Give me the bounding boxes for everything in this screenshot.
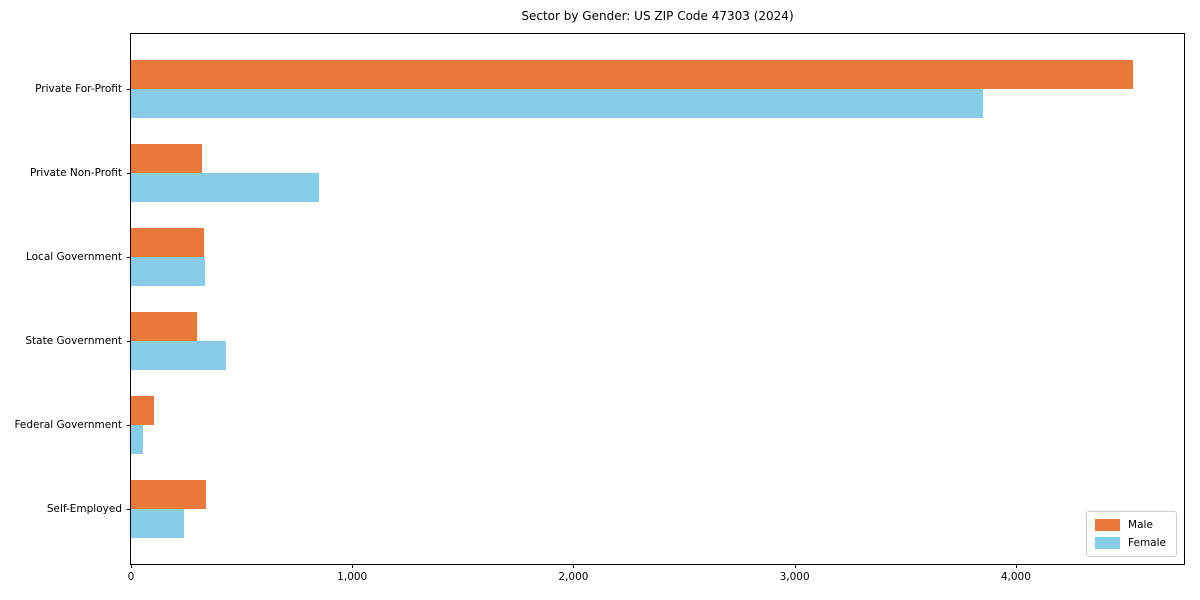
y-tick-mark (127, 173, 131, 174)
x-tick-label: 2,000 (558, 571, 589, 583)
y-axis-label: Private Non-Profit (29, 167, 122, 179)
legend-swatch-female (1095, 537, 1121, 549)
legend-label: Female (1128, 537, 1166, 549)
y-tick-mark (127, 425, 131, 426)
legend-item-female: Female (1095, 537, 1166, 549)
bar-female (131, 341, 227, 370)
y-axis-label: Private For-Profit (35, 83, 122, 95)
x-tick-mark (352, 564, 354, 568)
plot-area: Private For-Profit Private Non-Profit Loca… (14, 33, 1185, 583)
y-axis-label: Local Government (25, 251, 122, 263)
bar-female (131, 509, 185, 538)
category-row: Private Non-Profit (30, 131, 1184, 215)
bar-male (131, 144, 202, 173)
x-tick-label: 0 (127, 571, 135, 583)
x-tick-mark (573, 564, 575, 568)
category-row: Local Government (26, 215, 1184, 299)
legend-swatch-male (1095, 519, 1121, 531)
bar-male (131, 312, 198, 341)
legend: Male Female (1086, 511, 1177, 557)
y-tick-mark (127, 89, 131, 90)
x-tick-mark (1015, 564, 1017, 568)
bar-female (131, 257, 206, 286)
bar-female (131, 173, 320, 202)
category-row: State Government (25, 299, 1184, 383)
x-tick-label: 3,000 (779, 571, 810, 583)
bar-rows: Private For-Profit Private Non-Profit Loca… (14, 34, 1184, 564)
legend-label: Male (1128, 519, 1153, 531)
x-tick-mark (794, 564, 796, 568)
y-tick-mark (127, 509, 131, 510)
bar-female (131, 425, 144, 454)
bar-female (131, 89, 983, 118)
y-axis-label: Federal Government (14, 419, 122, 431)
y-axis-label: Self-Employed (46, 503, 122, 515)
x-tick-label: 1,000 (337, 571, 368, 583)
y-axis-label: State Government (25, 335, 122, 347)
category-row: Private For-Profit (35, 47, 1184, 131)
x-tick-label: 4,000 (1000, 571, 1031, 583)
bar-male (131, 396, 155, 425)
bar-male (131, 60, 1134, 89)
y-tick-mark (127, 257, 131, 258)
chart-title: Sector by Gender: US ZIP Code 47303 (202… (521, 9, 794, 23)
category-row: Self-Employed (47, 467, 1184, 551)
bar-male (131, 480, 207, 509)
legend-item-male: Male (1095, 519, 1166, 531)
y-tick-mark (127, 341, 131, 342)
x-tick-mark (131, 564, 132, 568)
category-row: Federal Government (14, 383, 1184, 467)
bar-male (131, 228, 204, 257)
